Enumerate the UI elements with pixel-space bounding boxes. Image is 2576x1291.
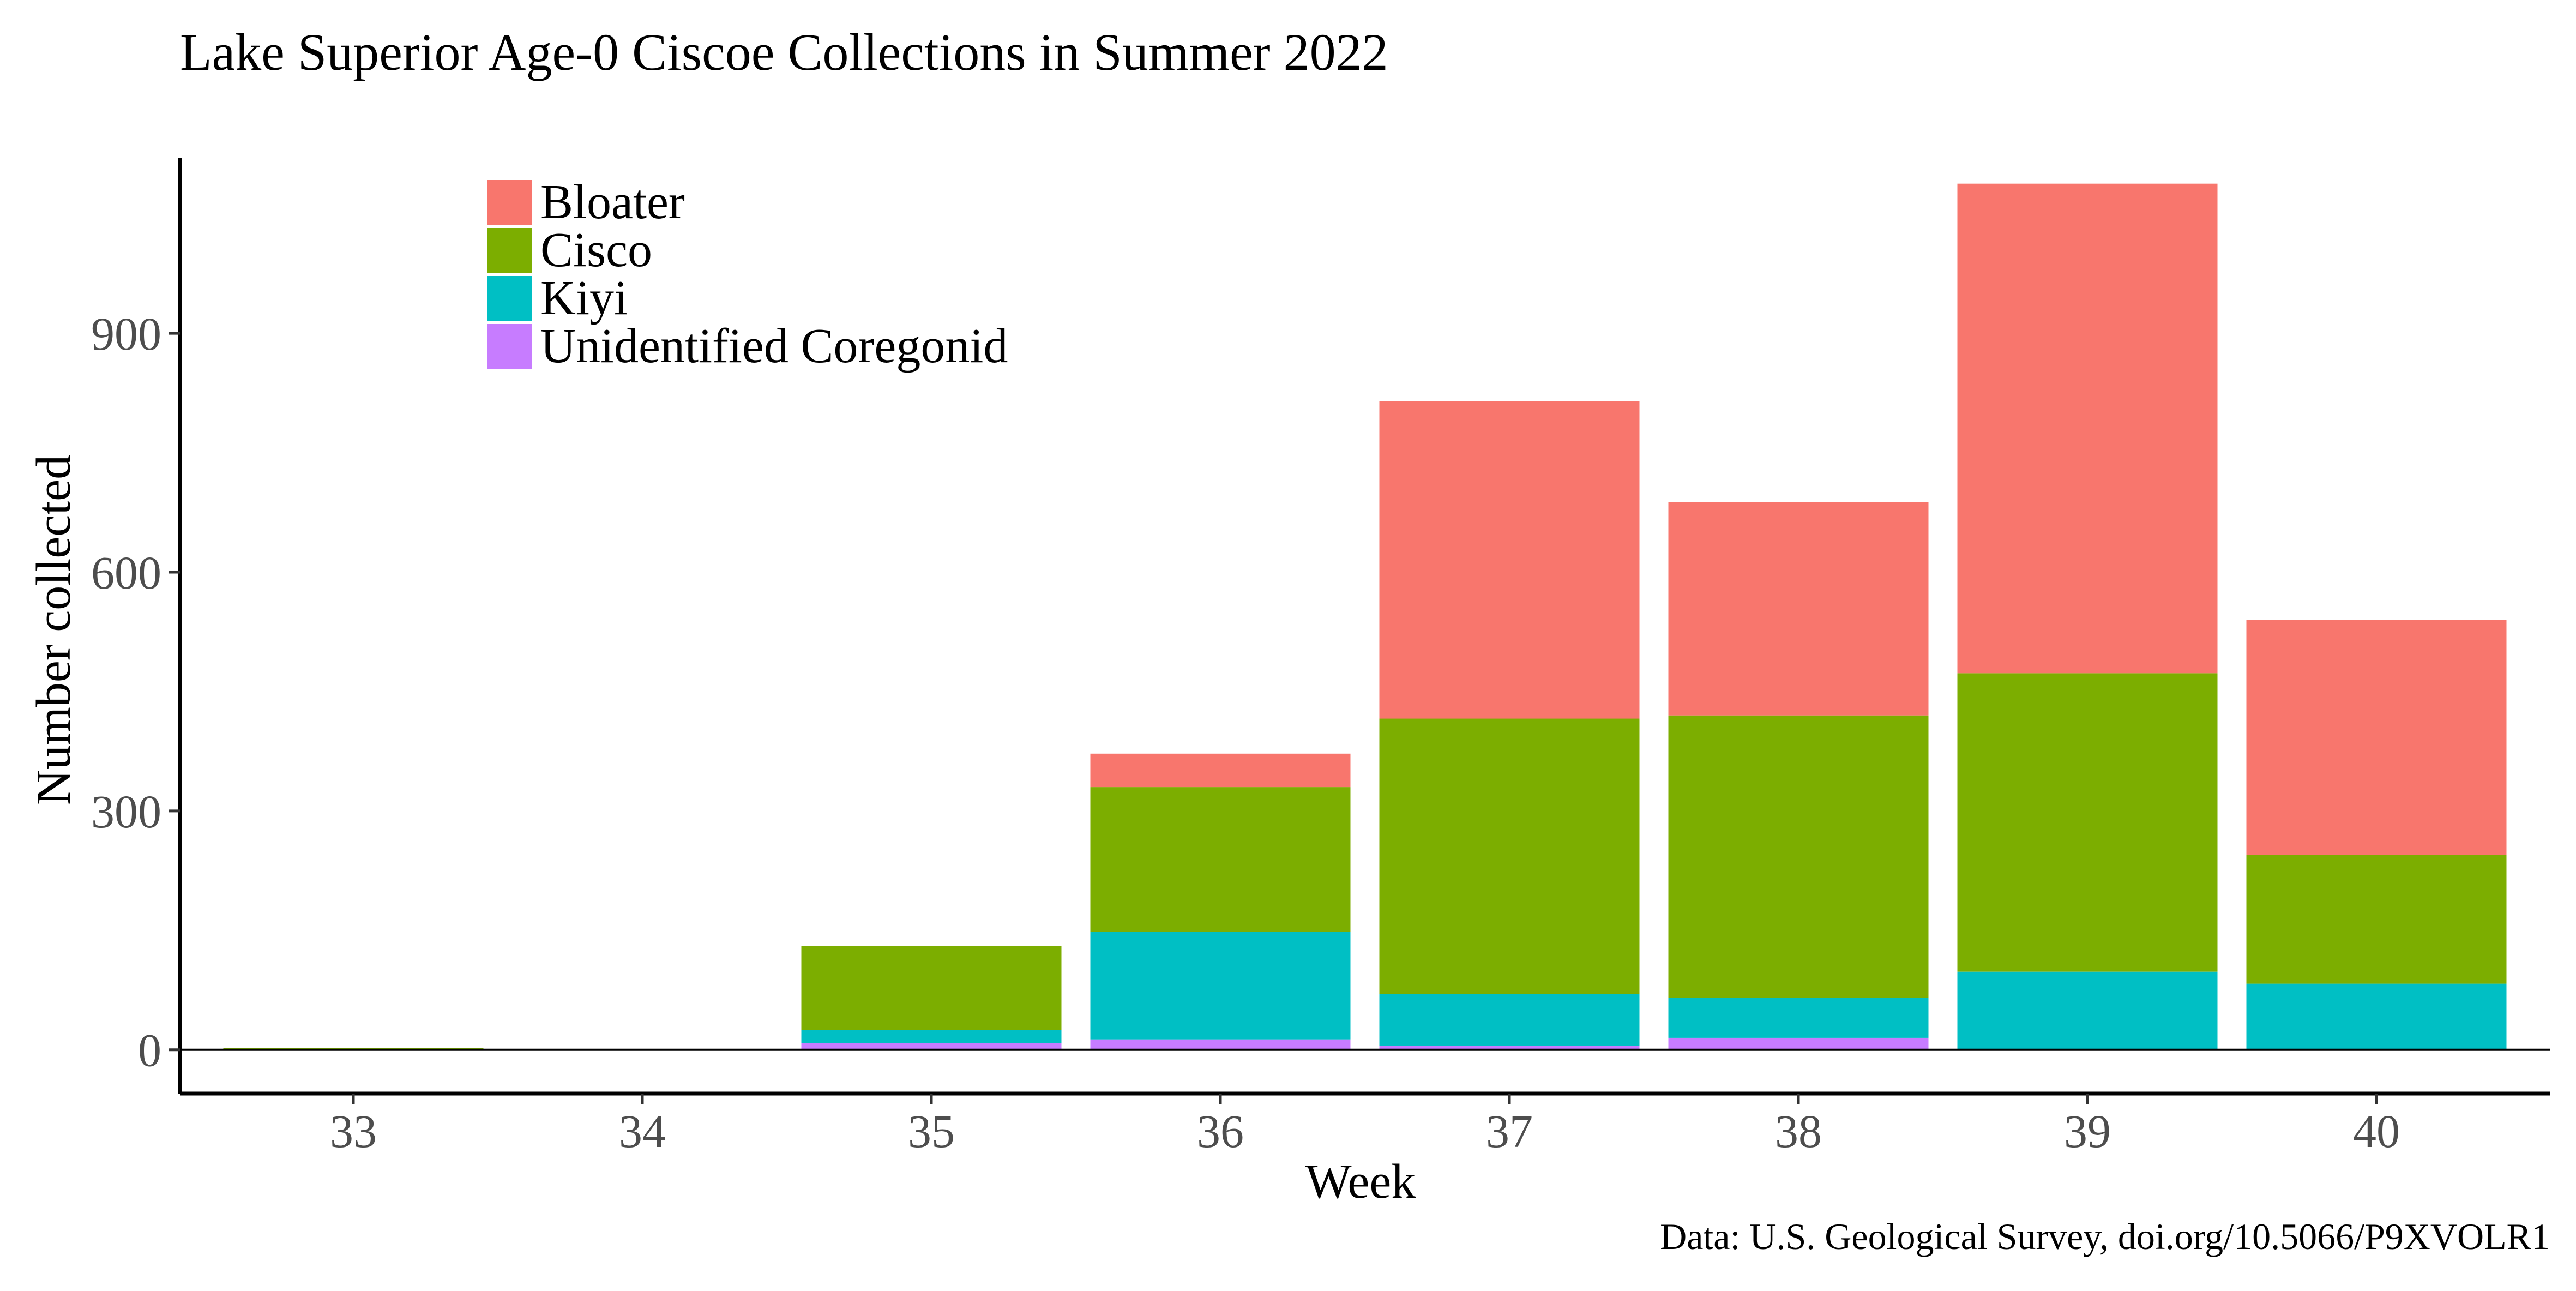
bar-cisco-week-38 — [1668, 715, 1929, 998]
y-tick-label-600: 600 — [91, 547, 161, 599]
x-tick-label-39: 39 — [2064, 1105, 2111, 1157]
bar-unidentified-coregonid-week-35 — [801, 1043, 1062, 1050]
chart-title: Lake Superior Age-0 Ciscoe Collections i… — [180, 23, 1388, 81]
legend-label-kiyi: Kiyi — [540, 271, 628, 325]
bar-bloater-week-37 — [1379, 401, 1640, 719]
bar-kiyi-week-38 — [1668, 998, 1929, 1038]
legend-label-unidentified-coregonid: Unidentified Coregonid — [540, 319, 1008, 373]
x-tick-label-33: 33 — [330, 1105, 377, 1157]
x-tick-label-37: 37 — [1486, 1105, 1533, 1157]
legend-key-kiyi — [487, 276, 532, 321]
legend-label-bloater: Bloater — [540, 175, 685, 229]
bar-cisco-week-39 — [1957, 673, 2218, 972]
x-tick-label-38: 38 — [1775, 1105, 1822, 1157]
bar-unidentified-coregonid-week-36 — [1090, 1039, 1351, 1050]
bar-kiyi-week-35 — [801, 1030, 1062, 1043]
x-tick-label-34: 34 — [619, 1105, 666, 1157]
bar-bloater-week-40 — [2246, 620, 2507, 855]
legend-key-unidentified-coregonid — [487, 324, 532, 369]
x-tick-label-40: 40 — [2353, 1105, 2400, 1157]
bar-cisco-week-37 — [1379, 718, 1640, 994]
bar-cisco-week-36 — [1090, 787, 1351, 932]
bar-kiyi-week-37 — [1379, 994, 1640, 1046]
bar-cisco-week-35 — [801, 946, 1062, 1030]
bar-bloater-week-38 — [1668, 502, 1929, 716]
legend-key-cisco — [487, 228, 532, 273]
legend-label-cisco: Cisco — [540, 223, 652, 277]
bars-layer — [223, 183, 2507, 1050]
x-tick-label-35: 35 — [908, 1105, 955, 1157]
y-axis-title: Number collected — [27, 455, 81, 805]
chart-caption: Data: U.S. Geological Survey, doi.org/10… — [1660, 1216, 2550, 1257]
axes-layer: 0 300 600 900 33 34 35 36 37 38 39 40 — [91, 158, 2550, 1157]
x-axis-title: Week — [1305, 1155, 1416, 1209]
bar-kiyi-week-40 — [2246, 983, 2507, 1050]
bar-bloater-week-36 — [1090, 753, 1351, 788]
y-tick-label-900: 900 — [91, 308, 161, 360]
bar-unidentified-coregonid-week-38 — [1668, 1037, 1929, 1050]
x-tick-label-36: 36 — [1197, 1105, 1244, 1157]
bar-unidentified-coregonid-week-37 — [1379, 1046, 1640, 1050]
bar-kiyi-week-39 — [1957, 971, 2218, 1050]
y-tick-label-300: 300 — [91, 785, 161, 838]
y-tick-label-0: 0 — [138, 1024, 161, 1077]
bar-cisco-week-40 — [2246, 855, 2507, 984]
bar-bloater-week-39 — [1957, 183, 2218, 674]
bar-kiyi-week-36 — [1090, 932, 1351, 1040]
legend-key-bloater — [487, 180, 532, 225]
